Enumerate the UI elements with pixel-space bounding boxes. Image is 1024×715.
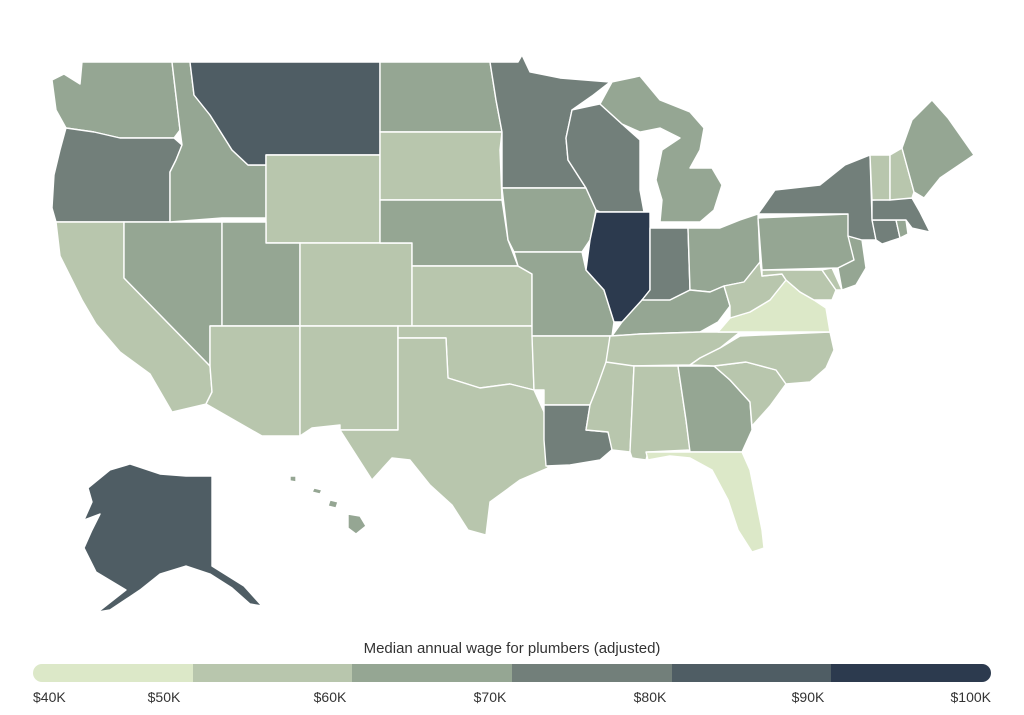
legend-swatch	[671, 664, 832, 682]
legend-swatch	[192, 664, 353, 682]
state-mo	[513, 251, 615, 337]
state-nj	[837, 235, 867, 291]
state-nm	[299, 325, 399, 437]
state-hi-kauai	[289, 475, 297, 483]
us-map	[51, 54, 975, 613]
state-wa	[51, 61, 181, 139]
legend-swatch	[512, 664, 672, 682]
legend-tick-label: $40K	[33, 689, 66, 705]
state-az	[205, 325, 301, 437]
legend-tick-label: $80K	[633, 689, 667, 705]
state-hi	[347, 513, 367, 535]
legend-tick-label: $100K	[950, 689, 991, 705]
state-ct	[871, 219, 901, 245]
state-mi	[599, 75, 723, 223]
state-wy	[265, 154, 381, 244]
state-ks	[411, 265, 533, 327]
state-pa	[757, 213, 857, 271]
legend-tick-label: $50K	[147, 689, 181, 705]
state-sd	[379, 131, 503, 201]
state-co	[299, 242, 413, 327]
legend-swatch	[33, 664, 193, 682]
state-fl	[645, 451, 765, 553]
state-hi-group	[289, 475, 367, 535]
state-nd	[379, 61, 503, 133]
legend-tick-label: $70K	[473, 689, 507, 705]
state-hi-molokai	[311, 487, 323, 495]
legend-labels: $40K $50K $60K $70K $80K $90K $100K	[0, 689, 1024, 709]
legend-title: Median annual wage for plumbers (adjuste…	[363, 640, 661, 657]
state-ak	[83, 463, 263, 613]
legend-tick-label: $90K	[791, 689, 825, 705]
state-nc	[689, 331, 835, 385]
state-nh	[889, 147, 915, 201]
state-ia	[501, 187, 597, 253]
state-hi-maui	[327, 499, 339, 509]
legend-tick-label: $60K	[313, 689, 347, 705]
legend-color-bar	[33, 664, 991, 682]
legend-swatch	[352, 664, 513, 682]
state-vt	[869, 154, 891, 201]
state-me	[901, 99, 975, 199]
state-ma	[871, 197, 931, 233]
state-tx	[339, 337, 549, 536]
legend-swatch	[831, 664, 991, 682]
state-or	[51, 127, 183, 223]
